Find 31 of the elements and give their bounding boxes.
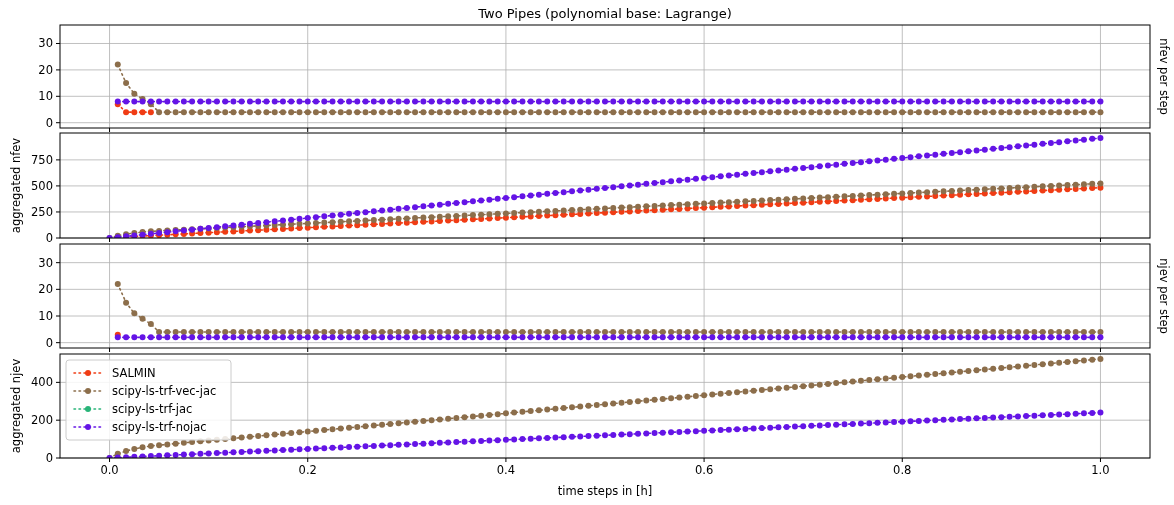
legend-label: scipy-ls-trf-vec-jac <box>112 384 217 398</box>
y-axis-title: aggregated nfev <box>9 137 23 234</box>
x-tick-label: 0.8 <box>893 463 912 477</box>
y-tick-label: 250 <box>31 204 53 219</box>
x-axis-title: time steps in [h] <box>557 484 653 498</box>
x-tick-label: 0.2 <box>298 463 317 477</box>
legend-label: scipy-ls-trf-nojac <box>112 420 207 434</box>
y-tick-label: 200 <box>31 413 53 428</box>
x-tick-label: 0.6 <box>694 463 714 477</box>
x-tick-label: 0.0 <box>100 463 119 477</box>
y-tick-label: 500 <box>31 178 53 193</box>
y-tick-label: 30 <box>38 255 53 270</box>
y-tick-label: 20 <box>38 282 53 297</box>
y-tick-label: 400 <box>31 375 53 390</box>
y-tick-label: 750 <box>31 152 53 167</box>
y-tick-label: 0 <box>45 115 53 130</box>
y-axis-title: aggregated njev <box>9 358 23 454</box>
y-tick-label: 10 <box>38 309 53 323</box>
y-tick-label: 0 <box>45 231 53 245</box>
y-tick-label: 0 <box>45 335 53 350</box>
x-tick-label: 0.4 <box>496 463 516 477</box>
y2-axis-title: njev per step <box>1157 258 1171 334</box>
legend-label: scipy-ls-trf-jac <box>112 402 193 416</box>
x-tick-label: 1.0 <box>1091 463 1110 477</box>
y-tick-label: 10 <box>38 89 53 104</box>
chart-title: Two Pipes (polynomial base: Lagrange) <box>477 6 732 21</box>
legend-label: SALMIN <box>112 366 156 380</box>
y-tick-label: 30 <box>38 36 53 51</box>
y2-axis-title: nfev per step <box>1157 38 1171 115</box>
y-tick-label: 20 <box>38 62 53 77</box>
y-tick-label: 0 <box>45 451 53 465</box>
